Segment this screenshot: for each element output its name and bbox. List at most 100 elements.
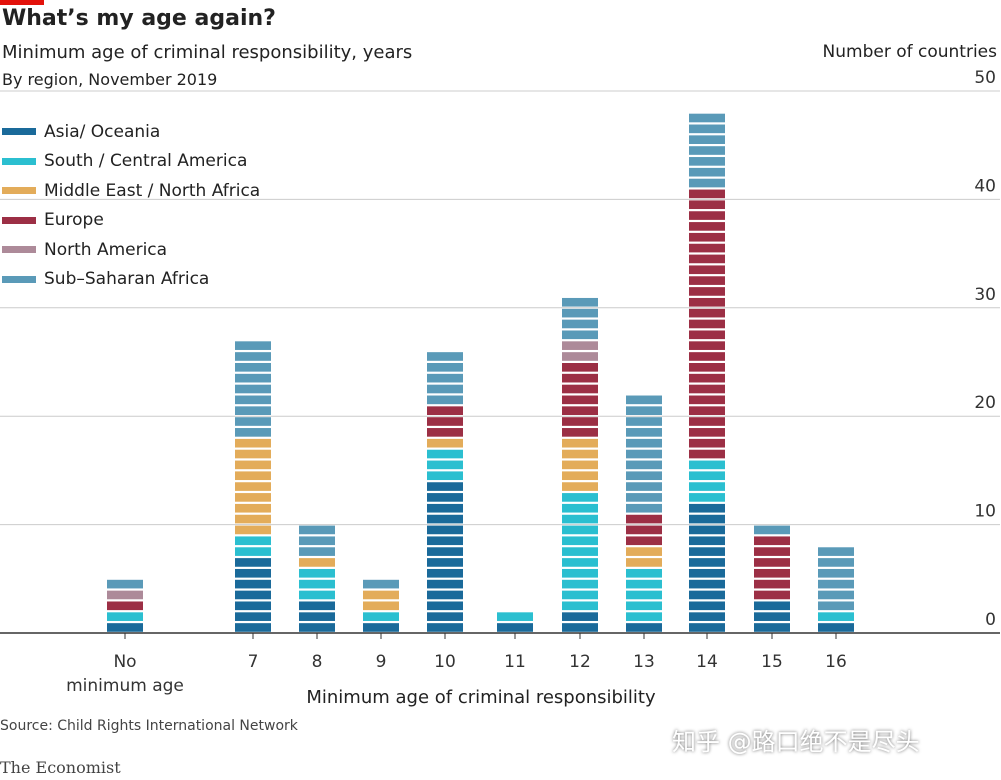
bar-segment	[689, 417, 725, 426]
bar-segment	[235, 514, 271, 524]
legend-item: Middle East / North Africa	[2, 176, 260, 206]
y-tick-label: 50	[974, 68, 996, 88]
bar-segment	[363, 623, 399, 632]
bar-segment	[427, 384, 463, 394]
bar-segment	[427, 428, 463, 437]
bar-segment	[689, 503, 725, 513]
bar-segment	[235, 438, 271, 448]
brand-red-tag	[0, 0, 44, 5]
bar-segment	[626, 438, 662, 448]
bar-segment	[626, 482, 662, 491]
bar-segment	[562, 428, 598, 437]
legend-label: North America	[44, 239, 168, 260]
bar-segment	[689, 211, 725, 220]
bar-segment	[427, 417, 463, 426]
bar-segment	[689, 568, 725, 578]
bar-segment	[299, 590, 335, 600]
bar-segment	[818, 568, 854, 578]
bar-segment	[562, 525, 598, 535]
bar-segment	[427, 460, 463, 470]
x-axis-label: Minimum age of criminal responsibility	[306, 687, 656, 708]
bar-segment	[427, 536, 463, 546]
y-tick-label: 10	[974, 502, 996, 522]
bar-segment	[562, 363, 598, 372]
bar-segment	[626, 449, 662, 459]
bar-segment	[235, 395, 271, 405]
bar-segment	[626, 536, 662, 546]
legend-label: Europe	[44, 210, 104, 231]
bar-segment	[427, 503, 463, 513]
bar-segment	[689, 308, 725, 318]
bar-segment	[689, 493, 725, 502]
legend-item: South / Central America	[2, 147, 260, 177]
bar-segment	[427, 547, 463, 556]
bar-segment	[299, 601, 335, 611]
bar-segment	[689, 395, 725, 405]
bar-segment	[235, 590, 271, 600]
bar-segment	[562, 395, 598, 405]
bar-segment	[754, 612, 790, 621]
bar-segment	[562, 514, 598, 524]
chart-subtitle: Minimum age of criminal responsibility, …	[2, 42, 413, 63]
bar-segment	[626, 428, 662, 437]
bar-segment	[427, 482, 463, 491]
bar-segment	[235, 612, 271, 621]
bar-segment	[562, 449, 598, 459]
bar-segment	[626, 579, 662, 589]
bar-segment	[235, 525, 271, 535]
bar-segment	[689, 276, 725, 285]
bar-segment	[689, 341, 725, 350]
legend-swatch	[2, 275, 36, 283]
bar-segment	[562, 536, 598, 546]
bar-segment	[235, 449, 271, 459]
bar-segment	[689, 590, 725, 600]
bar-segment	[689, 287, 725, 296]
bar-segment	[427, 373, 463, 383]
bar-segment	[427, 352, 463, 361]
legend-item: Asia/ Oceania	[2, 117, 260, 147]
bar-segment	[626, 395, 662, 405]
x-tick-label: 8	[312, 652, 323, 672]
bar-segment	[754, 601, 790, 611]
bar-segment	[818, 612, 854, 621]
bar-segment	[689, 373, 725, 383]
bar-segment	[689, 558, 725, 567]
bar-segment	[562, 623, 598, 632]
bar-segment	[235, 601, 271, 611]
bar-segment	[689, 222, 725, 231]
bar-segment	[562, 319, 598, 329]
bar-segment	[754, 579, 790, 589]
bar-segment	[689, 113, 725, 123]
legend-swatch	[2, 157, 36, 165]
bar-segment	[235, 363, 271, 372]
bar-segment	[427, 558, 463, 567]
bar-segment	[689, 601, 725, 611]
bar-segment	[689, 536, 725, 546]
bar-segment	[427, 438, 463, 448]
bar-segment	[689, 428, 725, 437]
bar-segment	[754, 590, 790, 600]
bar-segment	[689, 384, 725, 394]
bar-segment	[562, 330, 598, 340]
bar-segment	[235, 482, 271, 491]
chart-subtitle-2: By region, November 2019	[2, 70, 218, 89]
bar-segment	[626, 525, 662, 535]
bar-segment	[754, 558, 790, 567]
bar-segment	[363, 601, 399, 611]
bar-segment	[689, 406, 725, 415]
legend-label: Middle East / North Africa	[44, 180, 261, 201]
bar-segment	[299, 579, 335, 589]
legend-label: Sub–Saharan Africa	[44, 269, 210, 290]
bar-segment	[754, 623, 790, 632]
bar-segment	[626, 558, 662, 567]
bar-segment	[626, 503, 662, 513]
bar-segment	[235, 460, 271, 470]
bar-segment	[562, 460, 598, 470]
bar-segment	[299, 558, 335, 567]
bar-segment	[427, 579, 463, 589]
bar-segment	[562, 417, 598, 426]
bar-segment	[562, 471, 598, 481]
bar-segment	[562, 482, 598, 491]
x-tick-label: 9	[376, 652, 387, 672]
